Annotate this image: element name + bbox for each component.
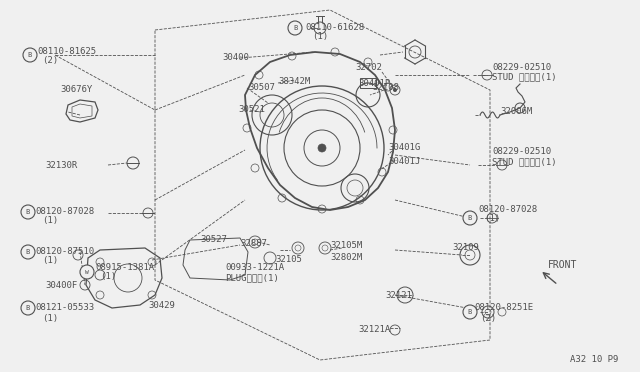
Text: 32105: 32105 <box>275 256 302 264</box>
Text: B: B <box>468 309 472 315</box>
Text: 30400F: 30400F <box>45 280 77 289</box>
Text: FRONT: FRONT <box>548 260 577 270</box>
Text: (1): (1) <box>42 314 58 323</box>
Text: 32130R: 32130R <box>45 160 77 170</box>
Text: PLUGプラグ(1): PLUGプラグ(1) <box>225 273 279 282</box>
Text: 08229-02510: 08229-02510 <box>492 148 551 157</box>
Text: B: B <box>28 52 32 58</box>
Text: 30527: 30527 <box>200 235 227 244</box>
Text: (2): (2) <box>42 57 58 65</box>
Circle shape <box>23 48 37 62</box>
Text: W: W <box>85 269 89 275</box>
Circle shape <box>80 265 94 279</box>
Text: 30401P: 30401P <box>358 80 390 89</box>
Text: 38342M: 38342M <box>278 77 310 87</box>
Text: 30507: 30507 <box>248 83 275 93</box>
Text: 08110-61628: 08110-61628 <box>305 23 364 32</box>
Text: 32109: 32109 <box>452 244 479 253</box>
Text: B: B <box>26 305 30 311</box>
Text: 30401G: 30401G <box>388 144 420 153</box>
Text: 30429: 30429 <box>148 301 175 311</box>
Text: 32121: 32121 <box>385 291 412 299</box>
Text: 30400: 30400 <box>222 54 249 62</box>
Text: B: B <box>468 215 472 221</box>
Text: 32121A: 32121A <box>358 326 390 334</box>
Text: (1): (1) <box>100 272 116 280</box>
Text: 08120-87028: 08120-87028 <box>478 205 537 215</box>
Text: 08915-1381A: 08915-1381A <box>95 263 154 272</box>
Text: 08120-87028: 08120-87028 <box>35 208 94 217</box>
Text: 08110-81625: 08110-81625 <box>37 48 96 57</box>
Circle shape <box>21 301 35 315</box>
Circle shape <box>463 305 477 319</box>
Text: 32702: 32702 <box>355 64 382 73</box>
Text: (1): (1) <box>42 257 58 266</box>
Text: 08229-02510: 08229-02510 <box>492 64 551 73</box>
Text: 32108: 32108 <box>372 83 399 93</box>
Text: (1): (1) <box>484 215 500 224</box>
Text: B: B <box>26 209 30 215</box>
Text: 08121-05533: 08121-05533 <box>35 304 94 312</box>
Text: STUD スタッド(1): STUD スタッド(1) <box>492 73 557 81</box>
Text: STUD スタッド(1): STUD スタッド(1) <box>492 157 557 167</box>
Text: 08120-8251E: 08120-8251E <box>474 304 533 312</box>
Text: 32006M: 32006M <box>500 108 532 116</box>
Text: (1): (1) <box>42 217 58 225</box>
Text: 00933-1221A: 00933-1221A <box>225 263 284 273</box>
Text: 32105M: 32105M <box>330 241 362 250</box>
Text: B: B <box>293 25 297 31</box>
Text: 30676Y: 30676Y <box>60 86 92 94</box>
Circle shape <box>21 205 35 219</box>
Circle shape <box>21 245 35 259</box>
Text: (2): (2) <box>480 314 496 323</box>
Text: (1): (1) <box>312 32 328 42</box>
Circle shape <box>393 88 397 92</box>
Text: 30521: 30521 <box>238 106 265 115</box>
Text: B: B <box>26 249 30 255</box>
Text: A32 10 P9: A32 10 P9 <box>570 356 618 365</box>
Text: 08120-87510: 08120-87510 <box>35 247 94 257</box>
Bar <box>360 78 376 88</box>
Circle shape <box>463 211 477 225</box>
Text: 30401J: 30401J <box>388 157 420 167</box>
Circle shape <box>288 21 302 35</box>
Text: 32887: 32887 <box>240 240 267 248</box>
Text: 32802M: 32802M <box>330 253 362 263</box>
Circle shape <box>318 144 326 152</box>
